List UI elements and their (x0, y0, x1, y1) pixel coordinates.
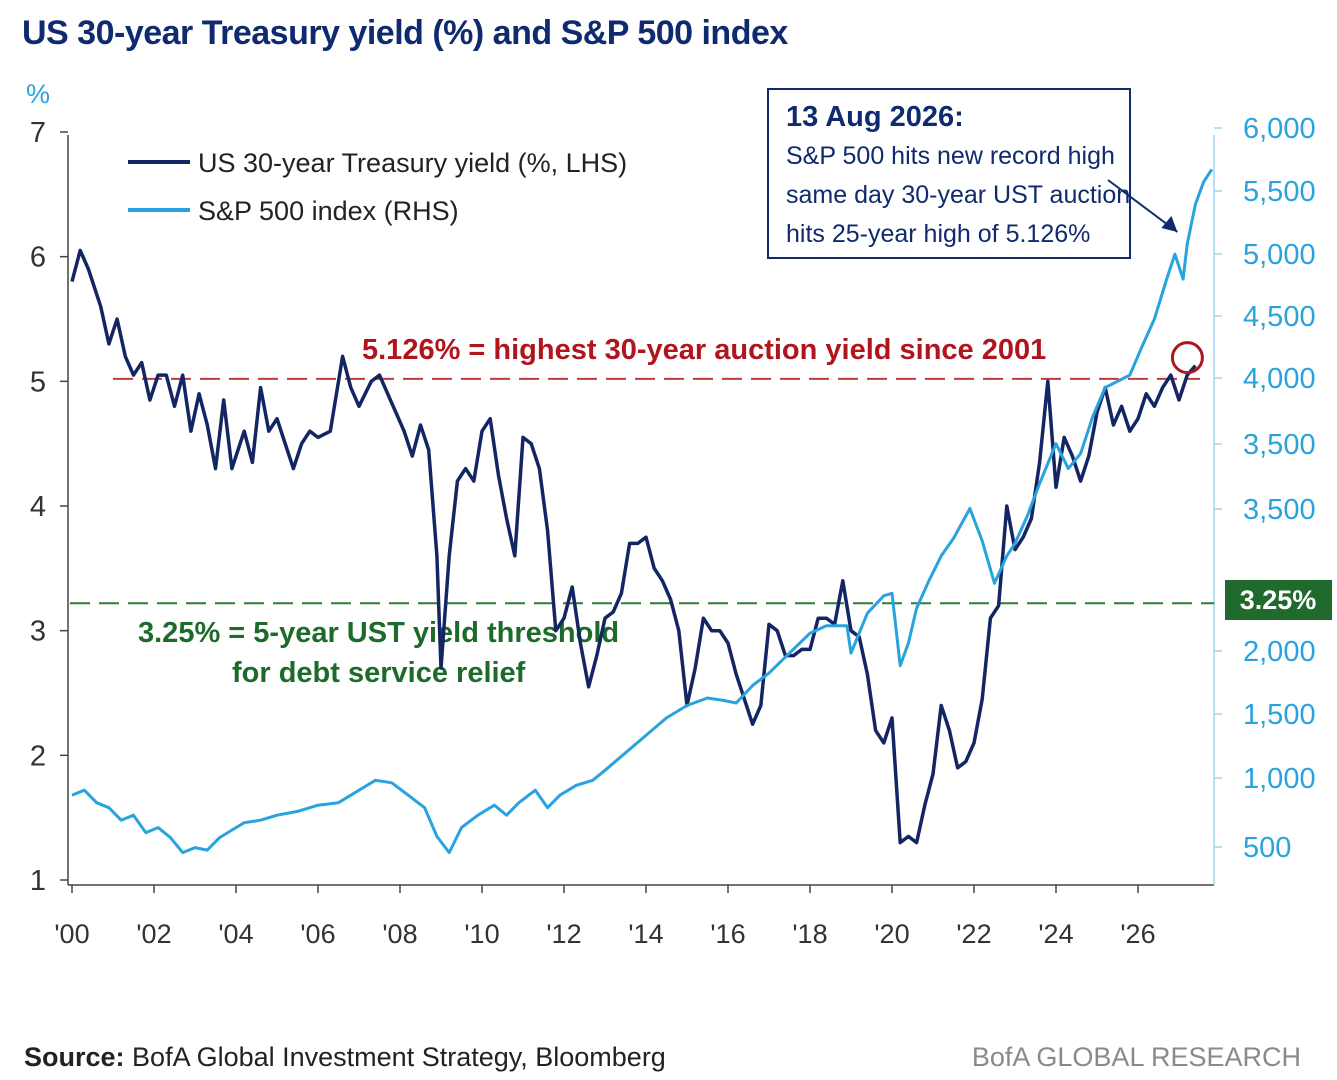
x-tick-label: '24 (1038, 919, 1073, 949)
x-tick-label: '18 (792, 919, 827, 949)
right-tick-label: 4,500 (1243, 301, 1316, 333)
x-tick-label: '00 (54, 919, 89, 949)
right-tick-label: 1,500 (1243, 699, 1316, 731)
left-tick-label: 2 (30, 740, 46, 772)
x-tick-label: '10 (464, 919, 499, 949)
left-tick-label: 5 (30, 366, 46, 398)
callout-line: same day 30-year UST auction (786, 181, 1130, 209)
right-tick-label: 6,000 (1243, 113, 1316, 145)
x-tick-label: '02 (136, 919, 171, 949)
left-axis-unit: % (26, 79, 50, 109)
sp500-line (71, 168, 1214, 855)
right-tick-label: 500 (1243, 832, 1291, 864)
page-title: US 30-year Treasury yield (%) and S&P 50… (22, 14, 788, 52)
right-tick-label: 5,500 (1243, 176, 1316, 208)
left-tick-label: 3 (30, 616, 46, 648)
right-tick-label: 5,000 (1243, 239, 1316, 271)
callout-line: hits 25-year high of 5.126% (786, 220, 1090, 248)
x-tick-label: '26 (1120, 919, 1155, 949)
right-tick-label: 3,500 (1243, 494, 1316, 526)
highlight-circle (1170, 341, 1204, 375)
left-tick-label: 1 (30, 865, 46, 897)
threshold-badge-label: 3.25% (1240, 585, 1317, 615)
green-reference-label-line1: 3.25% = 5-year UST yield threshold (138, 617, 619, 649)
right-tick-label: 2,000 (1243, 636, 1316, 668)
x-tick-label: '22 (956, 919, 991, 949)
treasury-yield-line (70, 248, 1197, 845)
left-tick-label: 6 (30, 242, 46, 274)
legend-entry: US 30-year Treasury yield (%, LHS) (198, 148, 627, 178)
x-tick-label: '06 (300, 919, 335, 949)
x-tick-label: '20 (874, 919, 909, 949)
threshold-badge (1225, 580, 1332, 620)
x-tick-label: '12 (546, 919, 581, 949)
x-tick-label: '16 (710, 919, 745, 949)
source-note: Source: BofA Global Investment Strategy,… (24, 1042, 666, 1072)
red-reference-label: 5.126% = highest 30-year auction yield s… (362, 334, 1046, 366)
callout-box (767, 88, 1131, 259)
callout-arrow-head (1161, 216, 1178, 232)
green-reference-label-line2: for debt service relief (232, 657, 526, 689)
x-tick-label: '04 (218, 919, 253, 949)
callout-heading: 13 Aug 2026: (786, 101, 964, 133)
x-tick-label: '14 (628, 919, 663, 949)
right-tick-label: 4,000 (1243, 363, 1316, 395)
right-tick-label: 3,500 (1243, 429, 1316, 461)
x-tick-label: '08 (382, 919, 417, 949)
legend-entry: S&P 500 index (RHS) (198, 196, 459, 226)
left-tick-label: 7 (30, 117, 46, 149)
callout-line: S&P 500 hits new record high (786, 142, 1115, 170)
right-tick-label: 1,000 (1243, 763, 1316, 795)
left-tick-label: 4 (30, 491, 46, 523)
brand-label: BofA GLOBAL RESEARCH (971, 1042, 1301, 1072)
